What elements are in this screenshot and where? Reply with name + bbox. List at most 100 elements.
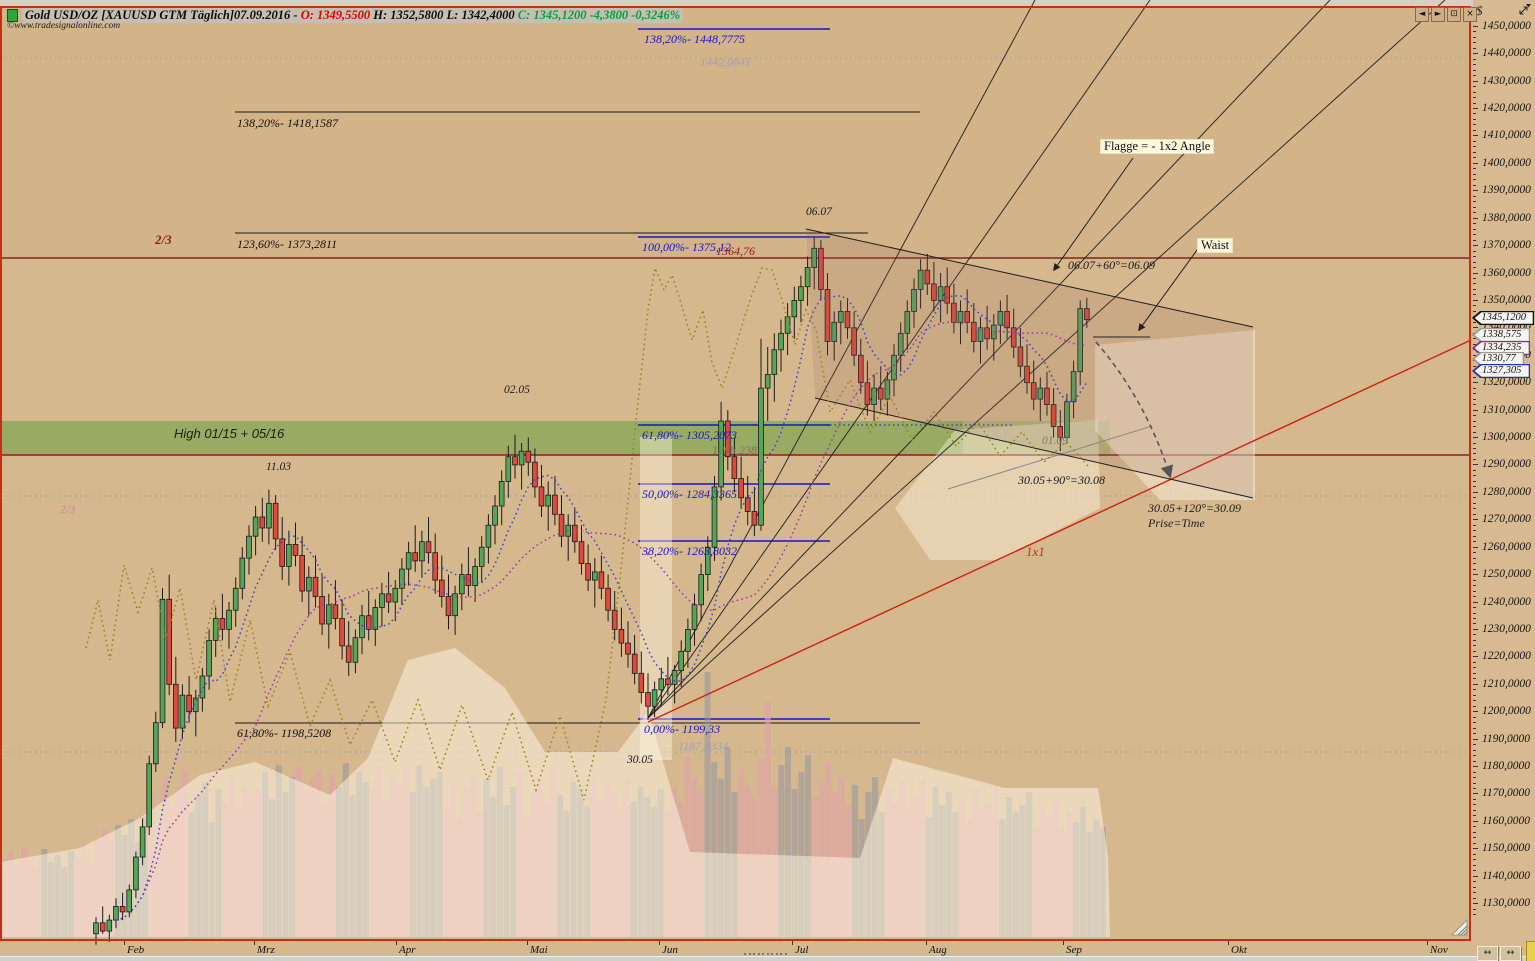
axis-minor-tick [1473,678,1476,680]
month-tick [1063,941,1064,945]
month-tick [1228,941,1229,945]
axis-minor-tick [1473,398,1476,400]
axis-minor-tick [1473,563,1476,565]
resize-grip-icon[interactable] [1451,919,1468,941]
axis-tick [1473,519,1478,521]
axis-minor-tick [1473,667,1476,669]
axis-minor-tick [1473,442,1476,444]
axis-minor-tick [1473,760,1476,762]
axis-minor-tick [1473,497,1476,499]
axis-minor-tick [1473,305,1476,307]
title-part: C: 1345,1200 -4,3800 -0,3246% [517,8,681,22]
axis-minor-tick [1473,557,1476,559]
axis-minor-tick [1473,881,1476,883]
date-0109: 01.09 [1042,435,1068,447]
axis-minor-tick [1473,195,1476,197]
axis-label: 1420,0000 [1482,101,1531,114]
axis-tick [1473,903,1478,905]
axis-tick [1473,628,1478,630]
axis-minor-tick [1473,782,1476,784]
axis-minor-tick [1473,842,1476,844]
axis-minor-tick [1473,426,1476,427]
month-label: Jun [662,944,678,956]
axis-minor-tick [1473,42,1476,44]
forward-button[interactable]: ► [1431,7,1445,22]
axis-minor-tick [1473,579,1476,581]
axis-label: 1190,0000 [1482,732,1531,745]
month-tick [659,941,660,945]
axis-tick [1473,245,1478,246]
axis-label: 1250,0000 [1482,568,1531,581]
axis-minor-tick [1473,700,1476,702]
scrollbar-handle[interactable] [744,953,787,955]
axis-minor-tick [1473,261,1476,263]
axis-minor-tick [1473,661,1476,663]
axis-label: 1300,0000 [1482,431,1531,443]
axis-minor-tick [1473,541,1476,543]
axis-minor-tick [1473,853,1476,855]
scrollbar-corner[interactable] [1526,941,1535,961]
fib-6180-old: 61,80%- 1198,5208 [237,726,332,740]
axis-tick [1473,738,1478,740]
axis-minor-tick [1473,645,1476,647]
axis-tick [1473,272,1478,274]
axis-minor-tick [1473,338,1476,340]
pivot-1442: 1442,0841 [700,55,751,69]
date-0205: 02.05 [504,384,530,396]
price-axis[interactable]: $ 1450,0000 1440,0000 1430,0000 1420,0000 14… [1473,0,1535,947]
month-label: Jul [795,944,809,956]
back-button[interactable]: ◄ [1415,7,1429,22]
axis-label: 1360,0000 [1482,266,1531,279]
axis-minor-tick [1473,404,1476,406]
scroll-expand-button[interactable]: ↔ [1500,946,1521,961]
price-tag: 1330,77 [1472,352,1524,366]
axis-minor-tick [1473,157,1476,159]
axis-minor-tick [1473,376,1476,378]
axis-minor-tick [1473,826,1476,828]
axis-label: 1410,0000 [1482,129,1531,142]
axis-minor-tick [1473,513,1476,515]
axis-label: 1280,0000 [1482,485,1531,498]
axis-minor-tick [1473,508,1476,510]
month-label: Aug [929,944,947,956]
axis-minor-tick [1473,206,1476,208]
axis-tick [1473,25,1478,27]
axis-tick [1473,190,1478,192]
axis-minor-tick [1473,179,1476,181]
axis-minor-tick [1473,36,1476,38]
axis-minor-tick [1473,228,1476,230]
price-tag: 1338,575 [1472,328,1530,342]
restore-button[interactable]: ⊡ [1447,7,1461,22]
axis-tick [1473,53,1478,55]
window-controls: ◄ ► ⊡ × [1415,7,1477,22]
angle-0607-60: 06.07+60°=06.09 [1068,258,1155,272]
axis-minor-tick [1473,530,1476,532]
scroll-compress-button[interactable]: ↔ [1477,946,1498,961]
chart-title-bar: Gold USD/OZ [XAUUSD GTM Täglich]07.09.20… [7,8,684,23]
axis-tick [1473,135,1478,137]
axis-tick [1473,437,1478,438]
axis-minor-tick [1473,771,1476,773]
axis-minor-tick [1473,267,1476,268]
axis-tick [1473,299,1478,301]
axis-minor-tick [1473,744,1476,746]
axis-minor-tick [1473,393,1476,395]
axis-label: 1320,0000 [1482,376,1531,389]
axis-minor-tick [1473,453,1476,455]
axis-label: 1290,0000 [1482,458,1531,471]
axis-tick [1473,546,1478,548]
axis-tick [1473,354,1478,356]
axis-minor-tick [1473,886,1476,888]
date-0607: 06.07 [806,206,832,218]
axis-label: 1220,0000 [1482,650,1531,663]
axis-minor-tick [1473,535,1476,537]
instrument-icon [7,9,18,22]
axis-minor-tick [1473,639,1476,641]
axis-minor-tick [1473,552,1476,554]
close-button[interactable]: × [1463,7,1477,22]
axis-minor-tick [1473,234,1476,236]
axis-label: 1180,0000 [1482,760,1531,772]
axis-tick [1473,80,1478,82]
scale-settings-icon[interactable] [1517,4,1531,22]
axis-tick [1473,656,1478,658]
